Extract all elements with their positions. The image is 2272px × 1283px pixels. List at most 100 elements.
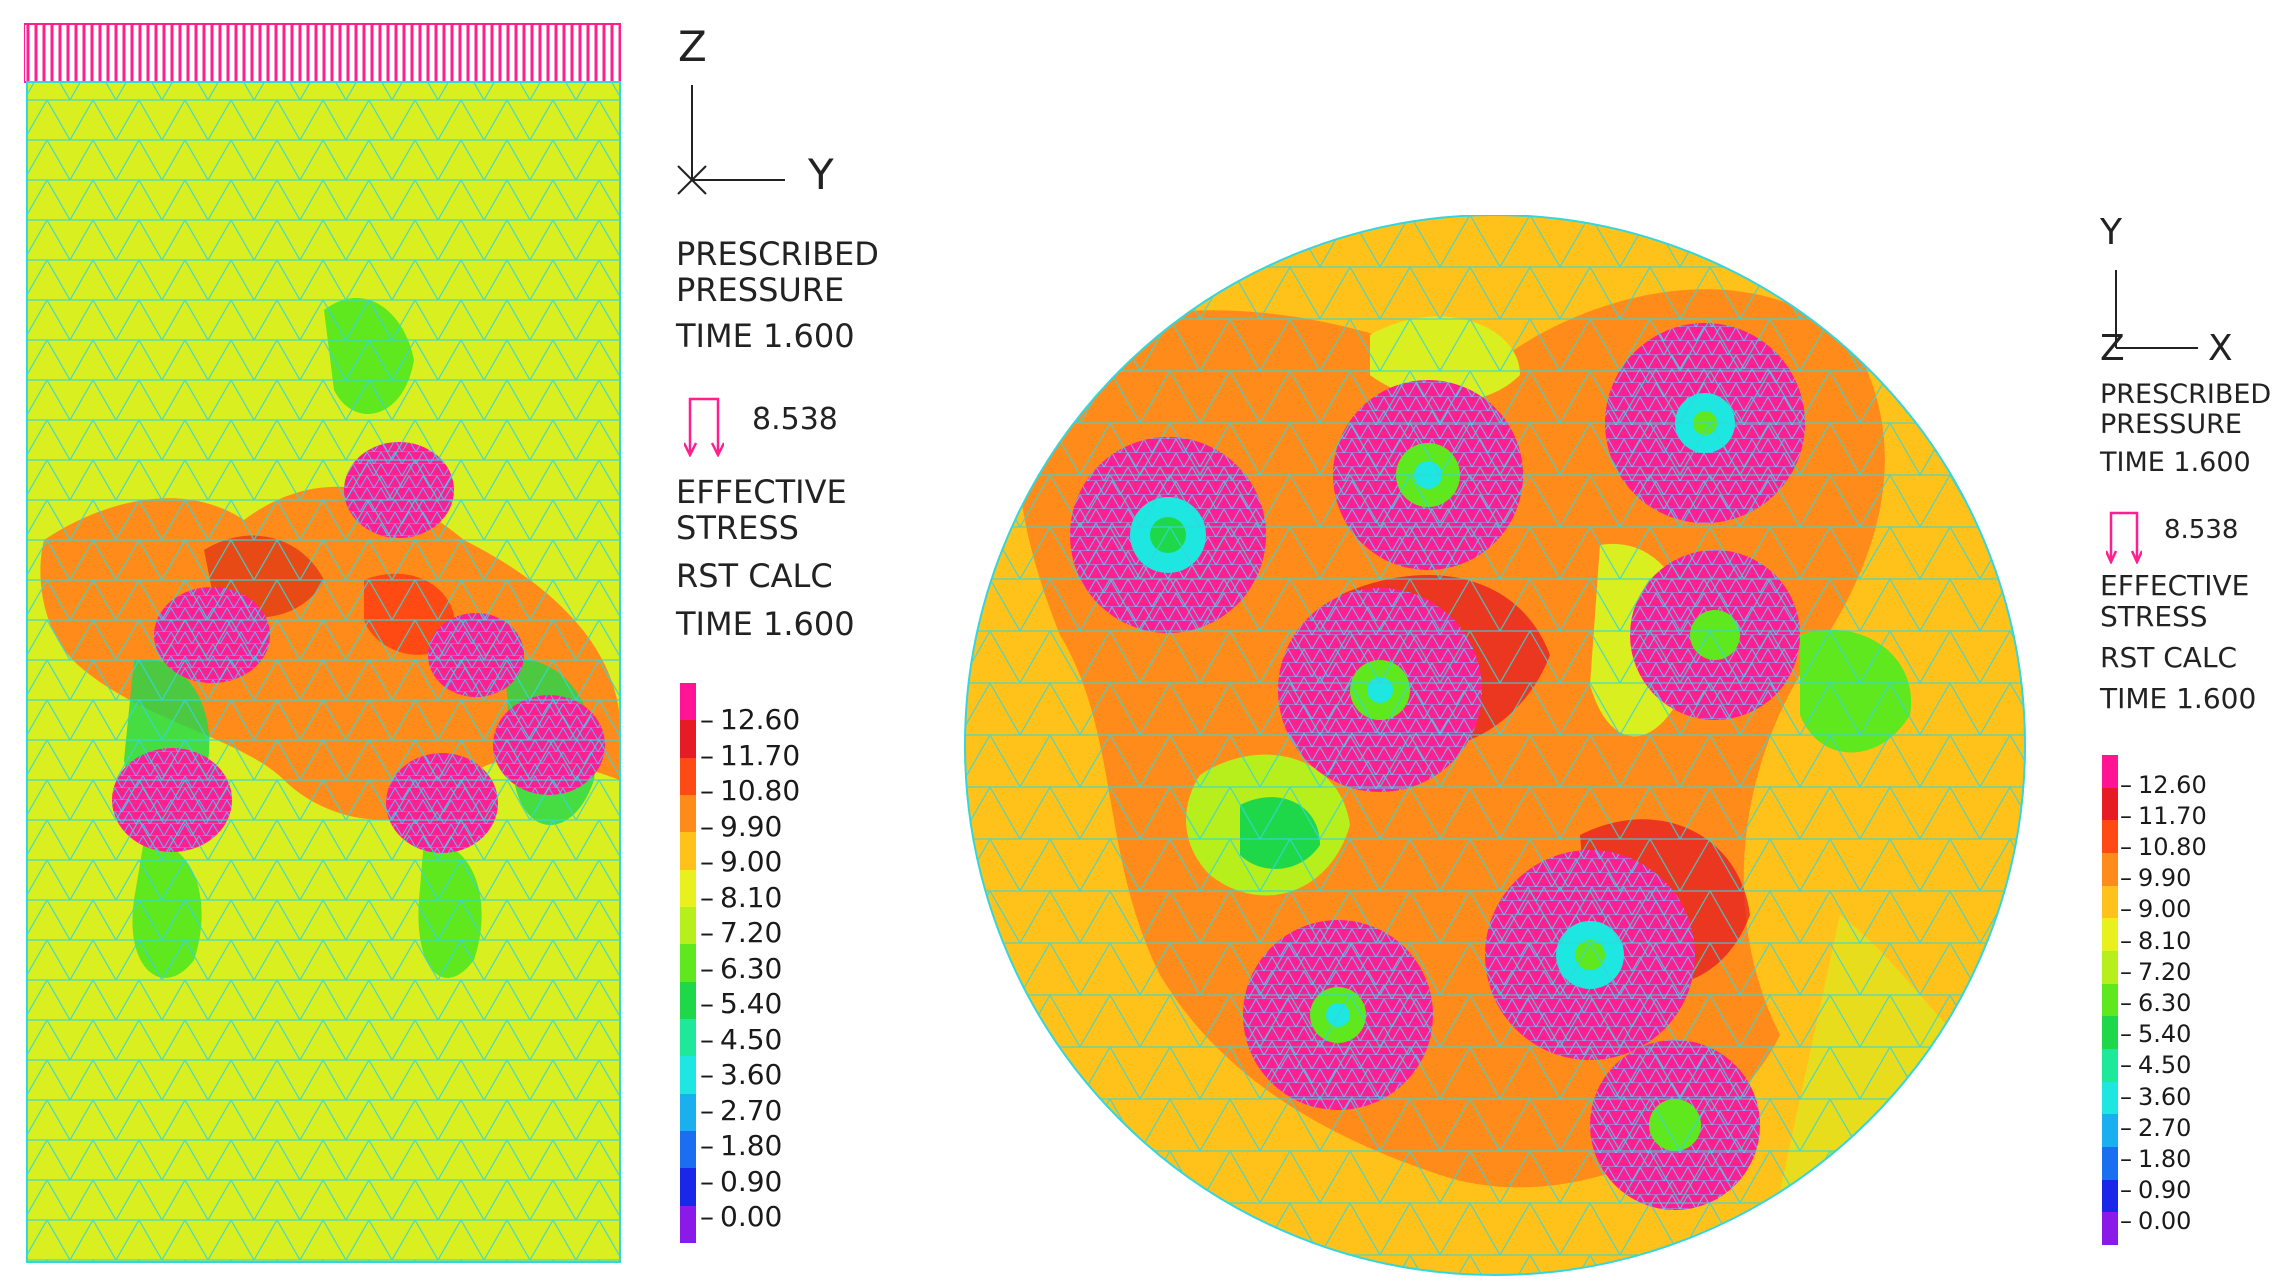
scale-tick-label: 9.90 — [720, 809, 783, 843]
scale-swatch — [2102, 1212, 2118, 1245]
scale-label: –2.70 — [700, 1094, 782, 1127]
scale-tick-mark: – — [2120, 1020, 2132, 1049]
scale-label: –8.10 — [700, 881, 782, 914]
scale-tick-mark: – — [2120, 957, 2132, 986]
scale-label: –3.60 — [2120, 1083, 2191, 1111]
right-axis-x-label: X — [2208, 328, 2233, 369]
scale-swatch — [680, 1130, 696, 1169]
scale-label: –5.40 — [2120, 1020, 2191, 1048]
scale-tick-label: 11.70 — [720, 738, 801, 772]
scale-label: –9.00 — [700, 845, 782, 878]
scale-swatch — [680, 794, 696, 833]
pressure-load-band — [24, 24, 620, 82]
scale-swatch — [2102, 1179, 2118, 1213]
scale-tick-mark: – — [2120, 1145, 2132, 1173]
scale-label: –11.70 — [2120, 802, 2207, 830]
scale-tick-label: 8.10 — [720, 880, 783, 914]
scale-tick-mark: – — [700, 1093, 714, 1127]
right-axis-triad — [2115, 270, 2198, 349]
scale-tick-label: 12.60 — [2138, 770, 2207, 799]
scale-tick-label: 1.80 — [720, 1129, 783, 1163]
right-legend: PRESCRIBED PRESSURE TIME 1.600 — [2100, 380, 2271, 478]
scale-tick-mark: – — [700, 880, 714, 914]
scale-swatch — [2102, 755, 2118, 788]
scale-label: –4.50 — [700, 1023, 782, 1056]
scale-swatch — [2102, 1016, 2118, 1049]
left-calc: RST CALC — [676, 557, 833, 595]
scale-tick-label: 0.00 — [720, 1200, 783, 1234]
scale-tick-label: 2.70 — [2138, 1113, 2192, 1142]
scale-label: –9.00 — [2120, 895, 2191, 923]
scale-tick-label: 8.10 — [2138, 926, 2192, 955]
scale-label: –8.10 — [2120, 927, 2191, 955]
scale-label: –9.90 — [700, 810, 782, 843]
scale-tick-label: 11.70 — [2138, 801, 2207, 830]
scale-tick-label: 0.90 — [720, 1164, 783, 1198]
finite-element-mesh — [27, 82, 620, 1262]
right-stress-legend: EFFECTIVE STRESS RST CALC TIME 1.600 — [2100, 570, 2256, 714]
scale-tick-mark: – — [2120, 801, 2132, 830]
left-time-1: TIME 1.600 — [676, 317, 855, 355]
scale-swatch — [2102, 1048, 2118, 1082]
scale-swatch — [680, 1093, 696, 1131]
scale-swatch — [680, 981, 696, 1019]
scale-tick-mark: – — [2120, 1113, 2132, 1142]
left-legend: PRESCRIBED PRESSURE TIME 1.600 — [676, 236, 879, 354]
scale-swatch — [2102, 787, 2118, 821]
scale-tick-mark: – — [700, 1058, 714, 1092]
scale-tick-label: 7.20 — [2138, 957, 2192, 986]
right-pressure-arrow-icon — [2106, 511, 2142, 564]
scale-label: –12.60 — [700, 703, 800, 736]
scale-tick-label: 2.70 — [720, 1093, 783, 1127]
scale-swatch — [680, 906, 696, 945]
scale-tick-mark: – — [700, 1129, 714, 1163]
scale-tick-mark: – — [700, 809, 714, 843]
right-stress-line1: EFFECTIVE — [2100, 569, 2250, 602]
scale-label: –3.60 — [700, 1058, 782, 1091]
scale-tick-label: 3.60 — [720, 1058, 783, 1092]
scale-swatch — [2102, 950, 2118, 984]
scale-label: –6.30 — [2120, 989, 2191, 1017]
scale-swatch — [680, 944, 696, 982]
scale-tick-mark: – — [2120, 864, 2132, 893]
scale-tick-mark: – — [2120, 770, 2132, 799]
scale-tick-label: 9.00 — [720, 845, 783, 879]
left-header-line2: PRESSURE — [676, 271, 845, 309]
left-axis-z-label: Z — [678, 22, 707, 71]
scale-label: –6.30 — [700, 952, 782, 985]
scale-swatch — [2102, 1146, 2118, 1180]
scale-swatch — [2102, 885, 2118, 919]
left-color-scale — [680, 683, 696, 1243]
scale-tick-label: 4.50 — [2138, 1051, 2192, 1080]
left-stress-line1: EFFECTIVE — [676, 473, 847, 511]
scale-swatch — [680, 1168, 696, 1206]
scale-tick-label: 4.50 — [720, 1022, 783, 1056]
scale-tick-label: 3.60 — [2138, 1082, 2192, 1111]
scale-tick-mark: – — [2120, 989, 2132, 1017]
scale-swatch — [680, 869, 696, 907]
scale-tick-mark: – — [700, 845, 714, 879]
scale-swatch — [680, 832, 696, 870]
scale-tick-label: 5.40 — [2138, 1020, 2192, 1049]
left-stress-legend: EFFECTIVE STRESS RST CALC TIME 1.600 — [676, 474, 855, 642]
scale-label: –0.00 — [700, 1200, 782, 1233]
right-color-scale — [2102, 755, 2118, 1245]
scale-label: –7.20 — [700, 916, 782, 949]
scale-label: –4.50 — [2120, 1051, 2191, 1079]
scale-label: –0.90 — [2120, 1176, 2191, 1204]
scale-label: –7.20 — [2120, 958, 2191, 986]
scale-tick-mark: – — [2120, 926, 2132, 955]
scale-tick-mark: – — [2120, 1207, 2132, 1236]
left-pressure-value: 8.538 — [752, 402, 838, 437]
scale-swatch — [680, 1205, 696, 1243]
scale-tick-mark: – — [2120, 895, 2132, 924]
scale-tick-label: 10.80 — [720, 774, 801, 808]
scale-tick-mark: – — [700, 1022, 714, 1056]
right-pressure-value: 8.538 — [2164, 515, 2239, 545]
scale-tick-mark: – — [700, 1164, 714, 1198]
right-header-line2: PRESSURE — [2100, 409, 2242, 440]
cross-section-plot — [964, 215, 2026, 1276]
scale-tick-mark: – — [700, 987, 714, 1021]
scale-label: –9.90 — [2120, 864, 2191, 892]
right-time-1: TIME 1.600 — [2100, 447, 2251, 478]
